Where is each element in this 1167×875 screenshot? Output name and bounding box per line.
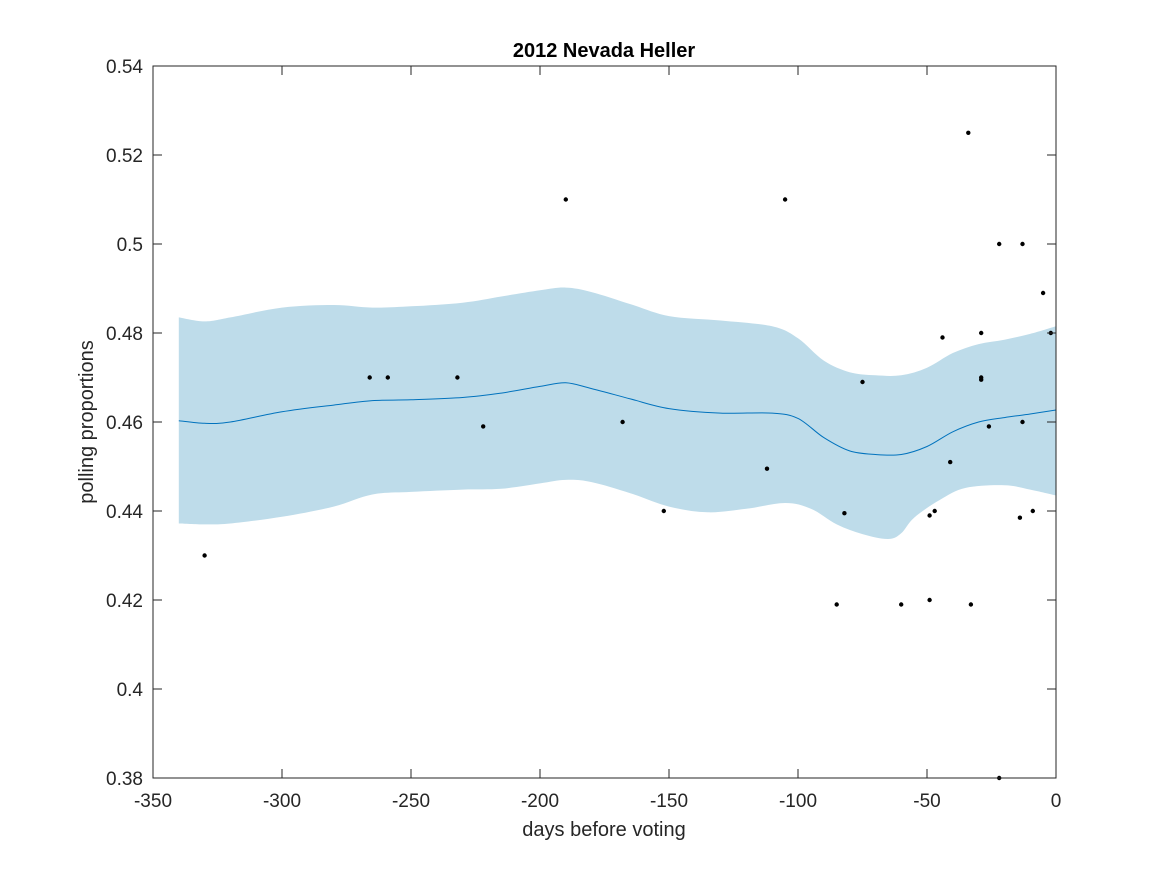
data-point bbox=[563, 197, 568, 202]
data-point bbox=[979, 377, 984, 382]
data-point bbox=[764, 466, 770, 471]
x-tick-label: 0 bbox=[1051, 791, 1062, 812]
data-point bbox=[986, 424, 992, 429]
trend-line bbox=[178, 382, 1057, 456]
x-axis-label: days before voting bbox=[522, 819, 685, 841]
y-tick-label: 0.38 bbox=[106, 769, 143, 790]
x-tick-label: -150 bbox=[650, 791, 688, 812]
data-point bbox=[455, 375, 460, 380]
y-tick-label: 0.5 bbox=[117, 235, 143, 256]
plot-area bbox=[153, 66, 1057, 781]
data-point bbox=[1030, 508, 1036, 514]
confidence-band bbox=[178, 287, 1057, 540]
data-point bbox=[940, 335, 945, 340]
x-tick-label: -200 bbox=[521, 791, 559, 812]
x-tick-label: -350 bbox=[134, 791, 172, 812]
data-point bbox=[1020, 419, 1025, 425]
y-tick-label: 0.42 bbox=[106, 591, 143, 612]
data-point bbox=[834, 602, 839, 607]
data-point bbox=[620, 419, 625, 425]
data-point bbox=[899, 602, 904, 607]
x-tick-label: -300 bbox=[263, 791, 301, 812]
data-point bbox=[948, 459, 953, 465]
data-point bbox=[1017, 515, 1023, 520]
y-tick-label: 0.54 bbox=[106, 57, 143, 78]
data-point bbox=[927, 513, 932, 518]
data-point bbox=[782, 197, 788, 202]
x-tick-label: -100 bbox=[779, 791, 817, 812]
y-tick-label: 0.52 bbox=[106, 146, 143, 167]
data-point bbox=[979, 330, 984, 336]
data-point bbox=[661, 508, 666, 514]
data-point bbox=[966, 130, 971, 135]
data-point bbox=[968, 602, 974, 607]
data-point bbox=[860, 379, 865, 385]
data-point bbox=[927, 597, 932, 603]
y-tick-label: 0.46 bbox=[106, 413, 143, 434]
data-point bbox=[997, 241, 1002, 247]
x-tick-label: -250 bbox=[392, 791, 430, 812]
data-point bbox=[1020, 241, 1025, 247]
data-point bbox=[932, 508, 937, 514]
y-tick-label: 0.4 bbox=[117, 680, 144, 701]
data-point bbox=[367, 375, 372, 380]
chart-title: 2012 Nevada Heller bbox=[513, 40, 696, 62]
y-tick-label: 0.44 bbox=[106, 502, 143, 523]
y-axis-label: polling proportions bbox=[76, 340, 98, 503]
data-point bbox=[202, 553, 207, 558]
data-point bbox=[385, 375, 390, 380]
data-point bbox=[842, 511, 847, 516]
data-point bbox=[481, 424, 486, 429]
axes: -350 -300 -250 -200 -150 -100 -50 0 0.38 0.4 0.42 0… bbox=[106, 57, 1061, 812]
data-point bbox=[1040, 290, 1046, 296]
x-tick-label: -50 bbox=[913, 791, 940, 812]
y-tick-label: 0.48 bbox=[106, 324, 143, 345]
